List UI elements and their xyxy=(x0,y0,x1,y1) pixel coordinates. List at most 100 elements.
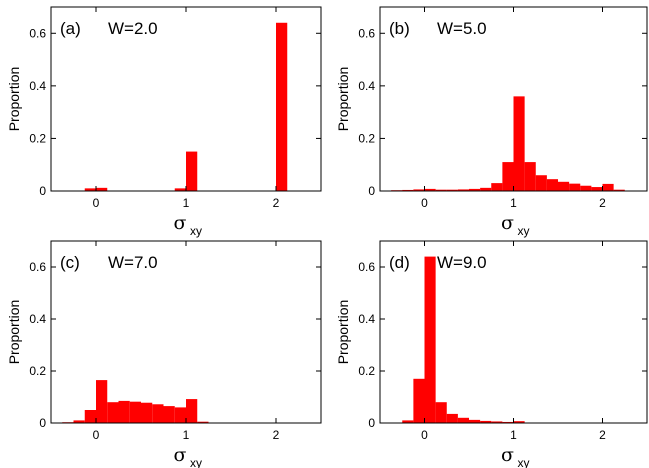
histogram-bar xyxy=(413,189,425,191)
y-axis-label: Proportion xyxy=(335,300,351,365)
panel-annotation: W=5.0 xyxy=(437,19,487,38)
y-tick-label: 0.2 xyxy=(358,364,375,378)
histogram-bar xyxy=(174,407,186,423)
histogram-bar xyxy=(469,419,481,423)
panel-label: (b) xyxy=(389,19,410,38)
x-tick-label: 1 xyxy=(183,196,190,210)
y-axis-label: Proportion xyxy=(6,300,22,365)
histogram-bar xyxy=(591,187,603,191)
histogram-bar xyxy=(535,175,547,191)
histogram-bar xyxy=(546,179,559,191)
panel-label: (a) xyxy=(60,19,81,38)
histogram-bar xyxy=(513,421,525,423)
x-axis-label: σ xyxy=(174,444,187,466)
histogram-bar xyxy=(613,189,625,191)
x-axis-label-subscript: xy xyxy=(518,224,530,238)
histogram-bar xyxy=(413,378,425,423)
x-tick-label: 0 xyxy=(421,428,428,442)
x-tick-label: 2 xyxy=(599,196,606,210)
panel-annotation: W=9.0 xyxy=(437,253,487,272)
y-tick-label: 0 xyxy=(368,416,375,430)
histogram-bar xyxy=(96,380,108,423)
y-tick-label: 0 xyxy=(368,184,375,198)
histogram-bar xyxy=(491,421,503,423)
histogram-bar xyxy=(424,256,436,423)
histogram-bar xyxy=(446,189,458,191)
x-tick-label: 1 xyxy=(183,428,190,442)
y-tick-label: 0.2 xyxy=(29,131,46,145)
y-tick-label: 0.4 xyxy=(358,312,375,326)
histogram-bar xyxy=(129,401,141,423)
y-tick-label: 0.2 xyxy=(29,364,46,378)
histogram-bar xyxy=(457,189,470,191)
y-tick-label: 0.2 xyxy=(358,131,375,145)
histogram-bar xyxy=(163,406,175,423)
histogram-bar xyxy=(480,187,492,191)
histogram-bar xyxy=(141,402,153,423)
histogram-bar xyxy=(435,189,447,191)
panel-annotation: W=7.0 xyxy=(108,253,158,272)
histogram-bar xyxy=(524,162,536,191)
x-tick-label: 1 xyxy=(510,428,517,442)
x-axis-label: σ xyxy=(501,444,514,466)
x-tick-label: 2 xyxy=(599,428,606,442)
histogram-bar xyxy=(174,188,186,191)
histogram-bar xyxy=(84,410,96,423)
panel-label: (d) xyxy=(389,253,410,272)
histogram-bar xyxy=(569,183,581,191)
y-axis-label: Proportion xyxy=(335,67,351,132)
histogram-bar xyxy=(480,420,492,423)
histogram-bar xyxy=(276,22,288,191)
y-tick-label: 0.4 xyxy=(29,79,46,93)
histogram-bar xyxy=(435,402,447,423)
histogram-bar xyxy=(580,185,592,191)
chart-panel-4: 0 1 2 0 0.2 0.4 0.6 Proportion σ xy (d) W=9.0 xyxy=(335,240,648,468)
x-tick-label: 0 xyxy=(93,428,100,442)
panel-label: (c) xyxy=(60,253,80,272)
histogram-bar xyxy=(107,402,119,423)
histogram-bar xyxy=(502,421,514,423)
y-tick-label: 0 xyxy=(39,184,46,198)
x-tick-label: 0 xyxy=(421,196,428,210)
histogram-bar xyxy=(96,187,108,191)
x-tick-label: 2 xyxy=(273,428,280,442)
histogram-bar xyxy=(402,189,414,191)
y-tick-label: 0.6 xyxy=(29,26,46,40)
histogram-bar xyxy=(602,183,614,191)
histogram-bar xyxy=(558,181,570,191)
histogram-bar xyxy=(402,420,414,423)
histogram-bar xyxy=(73,420,85,423)
x-axis-label: σ xyxy=(501,212,514,234)
histogram-bar xyxy=(457,417,470,423)
y-tick-label: 0.6 xyxy=(358,26,375,40)
y-tick-label: 0.4 xyxy=(358,79,375,93)
x-axis-label: σ xyxy=(174,212,187,234)
histogram-bar xyxy=(491,183,503,191)
histogram-bar xyxy=(424,188,436,191)
y-tick-label: 0.6 xyxy=(29,260,46,274)
histogram-bar xyxy=(84,188,96,191)
y-tick-label: 0.6 xyxy=(358,260,375,274)
x-axis-label-subscript: xy xyxy=(190,224,202,238)
panel-annotation: W=2.0 xyxy=(108,19,158,38)
y-tick-label: 0.4 xyxy=(29,312,46,326)
x-tick-label: 0 xyxy=(93,196,100,210)
x-axis-label-subscript: xy xyxy=(190,456,202,468)
x-axis-label-subscript: xy xyxy=(518,456,530,468)
y-tick-label: 0 xyxy=(39,416,46,430)
y-axis-label: Proportion xyxy=(6,67,22,132)
chart-panel-1: 0 1 2 0 0.2 0.4 0.6 Proportion σ xy (a) W=2.0 xyxy=(6,6,322,238)
histogram-bar xyxy=(446,413,458,423)
x-tick-label: 1 xyxy=(510,196,517,210)
histogram-bar xyxy=(152,404,164,423)
histogram-bar xyxy=(513,96,525,191)
x-tick-label: 2 xyxy=(273,196,280,210)
plot-frame xyxy=(50,240,322,424)
chart-panel-2: 0 1 2 0 0.2 0.4 0.6 Proportion σ xy (b) W=5.0 xyxy=(335,6,648,238)
histogram-bar xyxy=(197,421,209,423)
histogram-bar xyxy=(186,151,198,191)
histogram-bar xyxy=(502,162,514,191)
histogram-bar xyxy=(186,399,198,423)
histogram-bar xyxy=(469,188,481,191)
